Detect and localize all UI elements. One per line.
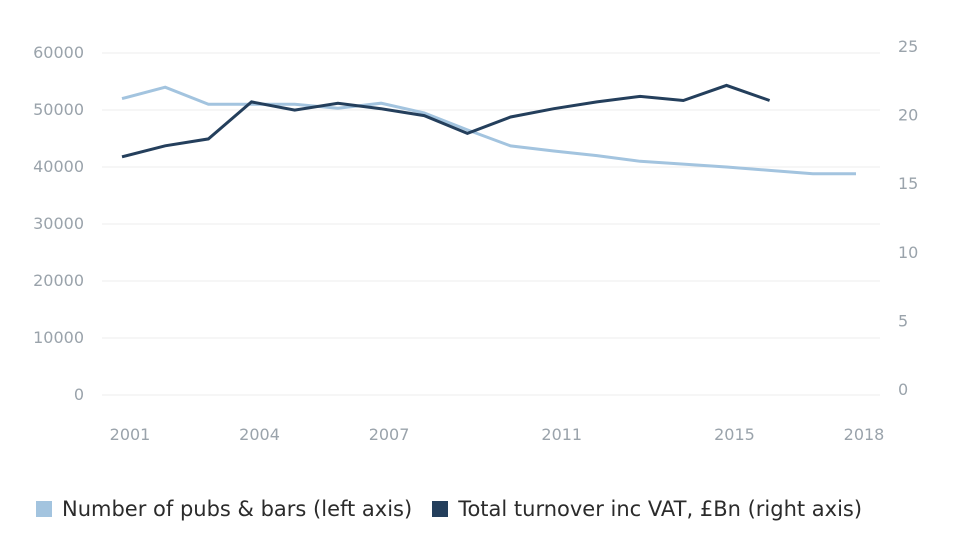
legend-label-turnover: Total turnover inc VAT, £Bn (right axis): [458, 497, 863, 521]
legend: Number of pubs & bars (left axis) Total …: [36, 497, 882, 521]
right-tick-label: 15: [898, 174, 918, 193]
x-tick-label: 2015: [714, 425, 755, 444]
right-tick-label: 20: [898, 106, 918, 125]
legend-swatch-pubs: [36, 501, 52, 517]
right-axis-ticks: 0 5 10 15 20 25: [898, 37, 918, 399]
right-tick-label: 25: [898, 37, 918, 56]
left-tick-label: 50000: [33, 100, 84, 119]
series-line-turnover: [121, 83, 771, 159]
line-chart: 0 10000 20000 30000 40000 50000 60000 0 5 10 15 20…: [33, 37, 918, 444]
left-tick-label: 60000: [33, 43, 84, 62]
x-tick-label: 2001: [110, 425, 151, 444]
left-tick-label: 20000: [33, 271, 84, 290]
series-line-pubs: [121, 85, 856, 176]
right-tick-label: 10: [898, 243, 918, 262]
gridlines: [102, 52, 880, 396]
right-tick-label: 0: [898, 380, 908, 399]
legend-swatch-turnover: [432, 501, 449, 517]
left-tick-label: 30000: [33, 214, 84, 233]
x-tick-label: 2004: [239, 425, 280, 444]
legend-item-pubs: Number of pubs & bars (left axis): [36, 497, 412, 521]
legend-label-pubs: Number of pubs & bars (left axis): [62, 497, 413, 521]
x-axis-ticks: 2001 2004 2007 2011 2015 2018: [110, 425, 885, 444]
x-tick-label: 2011: [541, 425, 582, 444]
left-axis-ticks: 0 10000 20000 30000 40000 50000 60000: [33, 43, 84, 404]
left-tick-label: 40000: [33, 157, 84, 176]
x-tick-label: 2018: [844, 425, 885, 444]
right-tick-label: 5: [898, 311, 908, 330]
legend-item-turnover: Total turnover inc VAT, £Bn (right axis): [432, 497, 862, 521]
series-lines: [121, 83, 856, 176]
left-tick-label: 10000: [33, 328, 84, 347]
left-tick-label: 0: [74, 385, 84, 404]
x-tick-label: 2007: [369, 425, 410, 444]
